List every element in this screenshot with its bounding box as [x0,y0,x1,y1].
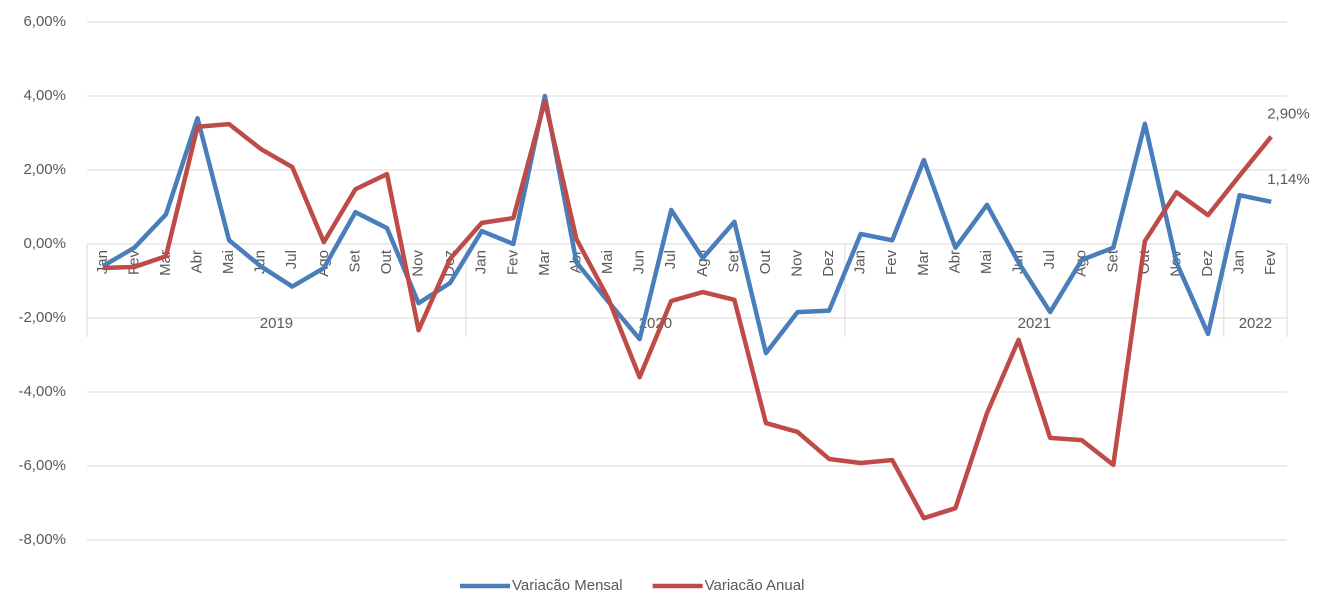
y-tick-label: 6,00% [23,13,66,30]
x-tick-label: Fev [883,250,900,276]
x-group-label: 2019 [260,315,293,332]
x-tick-label: Abr [188,250,205,273]
series-line [101,93,1272,356]
y-tick-label: -8,00% [18,531,66,548]
x-tick-label: Mai [220,250,237,274]
y-tick-label: -4,00% [18,383,66,400]
x-tick-label: Set [725,249,742,272]
x-tick-label: Set [346,249,363,272]
y-tick-label: 2,00% [23,161,66,178]
data-label: 1,14% [1267,171,1310,188]
x-tick-label: Mai [978,250,995,274]
x-tick-label: Nov [410,250,427,277]
x-tick-label: Dez [820,250,837,277]
x-tick-label: Mar [915,250,932,276]
x-tick-label: Jul [283,250,300,269]
x-tick-label: Abr [946,250,963,273]
x-tick-label: Jan [1231,250,1248,274]
x-tick-label: Out [378,249,395,274]
x-tick-label: Fev [504,250,521,276]
data-label: 2,90% [1267,106,1310,123]
legend-label: Variacão Mensal [512,577,623,594]
x-tick-label: Jul [1041,250,1058,269]
x-tick-label: Nov [788,250,805,277]
y-tick-label: -2,00% [18,309,66,326]
x-tick-label: Jun [631,250,648,274]
series-line [102,98,1273,521]
legend-label: Variacão Anual [705,577,805,594]
y-tick-label: 0,00% [23,235,66,252]
x-tick-label: Mai [599,250,616,274]
x-tick-label: Out [757,249,774,274]
x-group-label: 2022 [1239,315,1272,332]
x-tick-label: Jul [662,250,679,269]
x-tick-label: Jan [852,250,869,274]
x-group-label: 2021 [1018,315,1051,332]
x-tick-label: Fev [1262,250,1279,276]
y-tick-label: -6,00% [18,457,66,474]
x-tick-label: Jan [473,250,490,274]
x-tick-label: Set [1104,249,1121,272]
x-tick-label: Dez [1199,250,1216,277]
y-tick-label: 4,00% [23,87,66,104]
x-tick-label: Mar [536,250,553,276]
